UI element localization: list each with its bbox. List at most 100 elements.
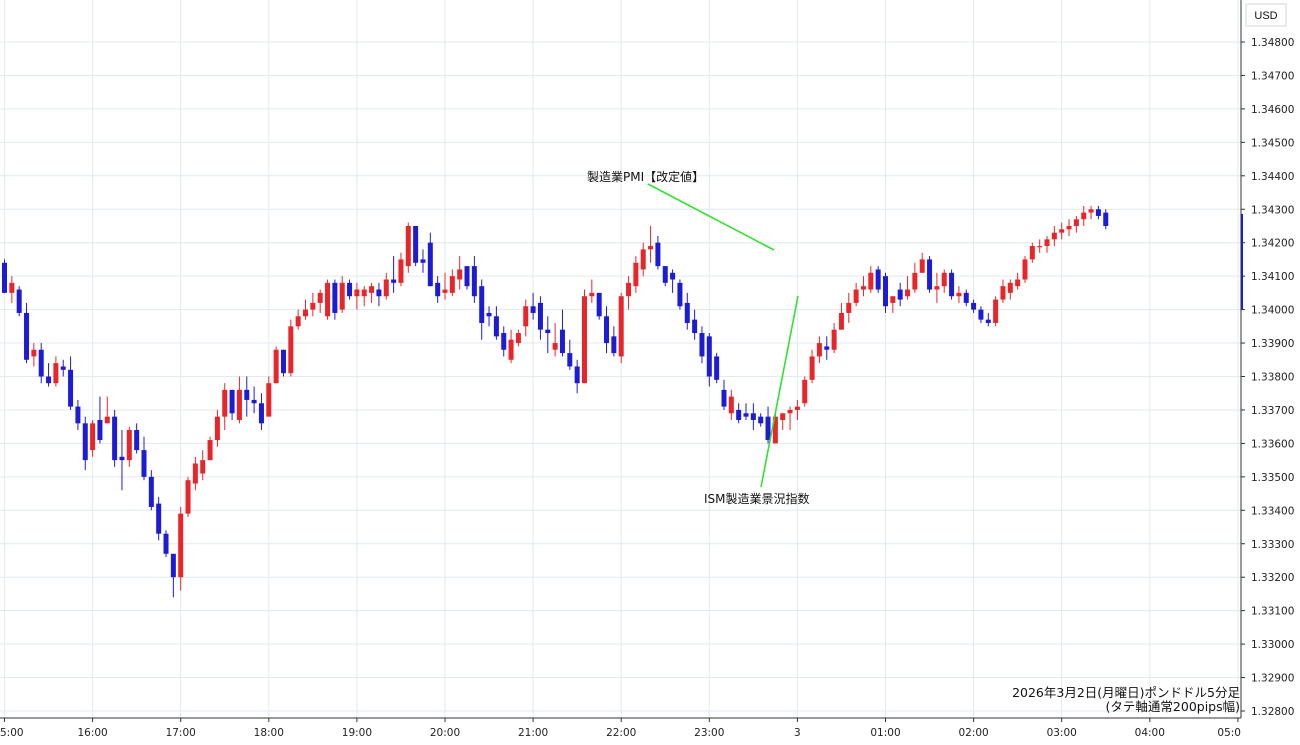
candle-body bbox=[765, 416, 771, 441]
candle-body bbox=[736, 409, 742, 420]
candle bbox=[1095, 205, 1101, 220]
candle bbox=[53, 356, 59, 387]
candle bbox=[523, 299, 529, 337]
candle-body bbox=[552, 343, 558, 350]
x-tick-label: 3 bbox=[794, 727, 801, 739]
candle bbox=[1022, 256, 1028, 283]
candle bbox=[838, 302, 844, 330]
candle bbox=[816, 336, 822, 364]
candle-body bbox=[192, 463, 198, 484]
candle-body bbox=[978, 309, 984, 320]
candle bbox=[721, 379, 727, 410]
x-tick-label: 02:00 bbox=[958, 727, 988, 739]
candle bbox=[46, 363, 52, 387]
ism-annotation-label: ISM製造業景況指数 bbox=[704, 491, 810, 506]
candle-body bbox=[1103, 212, 1109, 226]
candle-body bbox=[1088, 209, 1094, 213]
candle bbox=[1037, 239, 1043, 253]
candle bbox=[38, 343, 44, 384]
candle-body bbox=[604, 316, 610, 344]
candle bbox=[655, 236, 661, 270]
candle bbox=[31, 343, 37, 367]
candle-body bbox=[648, 246, 654, 250]
candle bbox=[934, 272, 940, 303]
candle-body bbox=[897, 289, 903, 300]
candle-body bbox=[222, 389, 228, 417]
candle-body bbox=[912, 272, 918, 290]
candle-body bbox=[772, 416, 778, 444]
candle-body bbox=[141, 450, 147, 477]
candle bbox=[750, 403, 756, 431]
candle-body bbox=[405, 225, 411, 267]
candle bbox=[332, 279, 338, 320]
candle bbox=[486, 306, 492, 327]
candle bbox=[949, 269, 955, 300]
candle bbox=[956, 286, 962, 303]
y-tick-label: 1.34400 bbox=[1251, 171, 1294, 183]
x-tick-label: 01:00 bbox=[870, 727, 900, 739]
candle-body bbox=[24, 312, 30, 360]
candle bbox=[170, 553, 176, 598]
candle bbox=[1044, 236, 1050, 253]
candle bbox=[192, 456, 198, 491]
candle bbox=[383, 272, 389, 300]
y-tick-label: 1.33800 bbox=[1251, 372, 1294, 384]
candle-body bbox=[662, 266, 668, 283]
candle-body bbox=[16, 289, 22, 313]
candle bbox=[963, 289, 969, 307]
candle bbox=[266, 376, 272, 417]
candle-body bbox=[971, 302, 977, 310]
candle-body bbox=[1000, 286, 1006, 300]
candle bbox=[376, 282, 382, 307]
candle-body bbox=[185, 480, 191, 514]
candle-body bbox=[618, 296, 624, 357]
candle bbox=[156, 496, 162, 541]
candle-body bbox=[493, 316, 499, 337]
candle bbox=[339, 276, 345, 313]
candle bbox=[604, 306, 610, 354]
candle-body bbox=[589, 292, 595, 297]
candle bbox=[163, 530, 169, 558]
candle-body bbox=[927, 259, 933, 290]
candle-body bbox=[435, 282, 441, 297]
candle bbox=[325, 279, 331, 320]
price-axis[interactable]: 1.34800 1.34700 1.34600 1.34500 1.34400 1.343… bbox=[1240, 0, 1294, 718]
y-tick-label: 1.34100 bbox=[1251, 271, 1294, 283]
chart-caption-scale: (タテ軸通常200pips幅) bbox=[1106, 699, 1240, 714]
candle-body bbox=[104, 416, 110, 424]
candle-body bbox=[706, 336, 712, 377]
candle bbox=[706, 333, 712, 387]
candle-body bbox=[38, 349, 44, 377]
candle-body bbox=[545, 329, 551, 334]
time-axis[interactable]: 5:00 16:00 17:00 18:00 19:00 20:00 21:00 22:00 2… bbox=[0, 717, 1241, 739]
candle-body bbox=[82, 423, 88, 461]
candle-body bbox=[369, 286, 375, 293]
candle bbox=[16, 286, 22, 317]
candle bbox=[985, 312, 991, 327]
candle-body bbox=[251, 399, 257, 404]
candle bbox=[258, 393, 264, 431]
candle bbox=[1051, 225, 1057, 247]
candle-body bbox=[347, 282, 353, 297]
candle bbox=[993, 296, 999, 327]
candle-body bbox=[280, 349, 286, 374]
candle-body bbox=[559, 329, 565, 354]
candle bbox=[435, 276, 441, 303]
candle-body bbox=[464, 266, 470, 287]
candle bbox=[809, 349, 815, 384]
candle bbox=[310, 292, 316, 317]
candle-body bbox=[574, 366, 580, 384]
candle-body bbox=[229, 389, 235, 414]
candle-body bbox=[677, 282, 683, 307]
candle-body bbox=[721, 389, 727, 407]
candle bbox=[288, 319, 294, 377]
candle-body bbox=[442, 289, 448, 293]
candle-body bbox=[670, 272, 676, 280]
candle bbox=[178, 506, 184, 591]
y-tick-label: 1.32900 bbox=[1251, 673, 1294, 685]
y-tick-label: 1.34600 bbox=[1251, 104, 1294, 116]
y-tick-label: 1.33100 bbox=[1251, 606, 1294, 618]
candles bbox=[2, 205, 1109, 598]
candle bbox=[574, 359, 580, 394]
